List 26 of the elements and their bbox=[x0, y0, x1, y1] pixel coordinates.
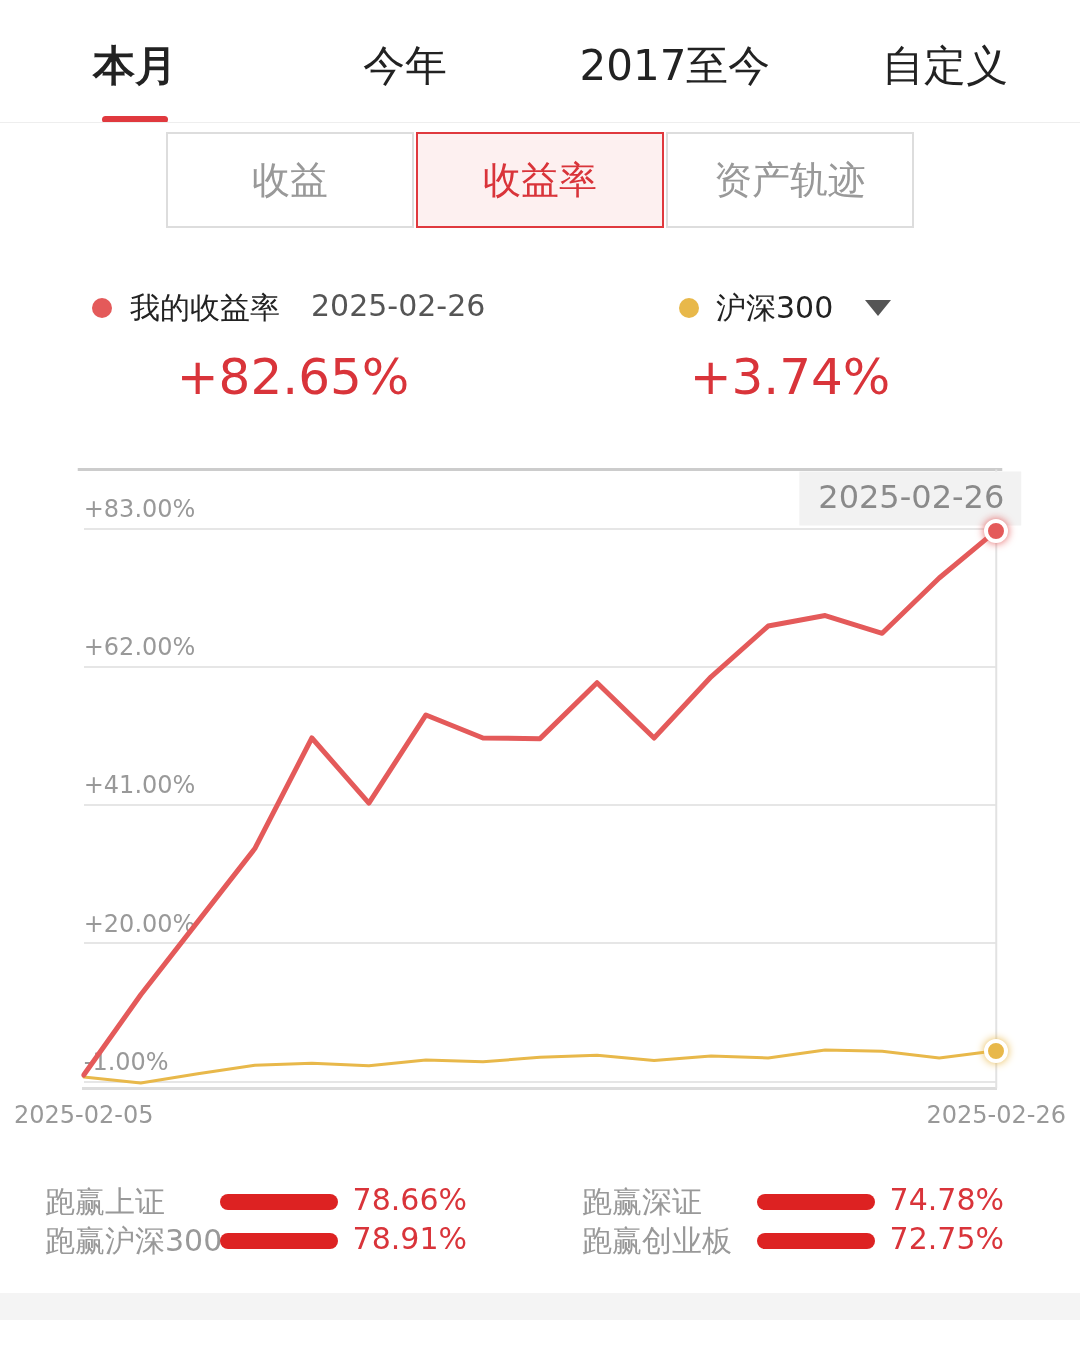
legend-label: 我的收益率 bbox=[130, 289, 280, 327]
text: 跑赢沪深300 bbox=[45, 1222, 223, 1260]
y-tick-label: +20.00% bbox=[83, 909, 196, 938]
text: +3.74% bbox=[688, 348, 892, 406]
text: 收益率 bbox=[416, 132, 664, 228]
text: 2017至今 bbox=[578, 40, 772, 92]
text: 2025-02-26 bbox=[311, 288, 486, 323]
text: 本月 bbox=[91, 40, 178, 92]
x-tick-label: 2025-02-05 bbox=[14, 1100, 154, 1129]
y-tick-label: +41.00% bbox=[83, 771, 196, 800]
text: 74.78% bbox=[888, 1182, 1004, 1217]
text: 自定义 bbox=[881, 40, 1009, 92]
text: 跑赢上证 bbox=[45, 1183, 165, 1221]
y-tick-label: +83.00% bbox=[83, 494, 196, 523]
text: 跑赢深证 bbox=[582, 1183, 702, 1221]
text: 今年 bbox=[362, 40, 448, 92]
y-tick-label: +62.00% bbox=[83, 633, 196, 662]
text: 78.91% bbox=[351, 1221, 467, 1256]
text: 72.75% bbox=[888, 1221, 1004, 1256]
legend-label: 沪深300 bbox=[716, 289, 834, 327]
text: +82.65% bbox=[175, 348, 411, 406]
text: 跑赢创业板 bbox=[582, 1222, 732, 1260]
text: 78.66% bbox=[351, 1182, 467, 1217]
text: 收益 bbox=[166, 132, 414, 228]
text: 资产轨迹 bbox=[666, 132, 914, 228]
annotation: 2025-02-26 bbox=[818, 477, 1005, 516]
